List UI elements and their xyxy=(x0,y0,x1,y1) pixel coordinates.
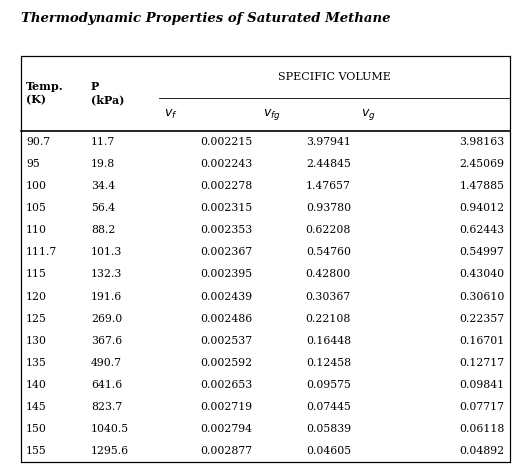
Text: 0.12458: 0.12458 xyxy=(306,358,351,368)
Text: 0.002315: 0.002315 xyxy=(200,203,252,213)
Text: 3.97941: 3.97941 xyxy=(306,137,351,147)
Text: Temp.
(K): Temp. (K) xyxy=(26,82,63,105)
Text: 0.002367: 0.002367 xyxy=(200,248,252,257)
Text: 0.62443: 0.62443 xyxy=(459,225,504,235)
Text: 0.04605: 0.04605 xyxy=(306,446,351,456)
Text: 145: 145 xyxy=(26,402,47,412)
Text: 56.4: 56.4 xyxy=(91,203,115,213)
Text: 115: 115 xyxy=(26,269,47,279)
Text: 0.30610: 0.30610 xyxy=(459,291,504,302)
Text: 88.2: 88.2 xyxy=(91,225,115,235)
Text: 120: 120 xyxy=(26,291,47,302)
Text: 490.7: 490.7 xyxy=(91,358,122,368)
Text: 135: 135 xyxy=(26,358,47,368)
Text: 0.002215: 0.002215 xyxy=(200,137,252,147)
Text: 155: 155 xyxy=(26,446,47,456)
Text: 0.002719: 0.002719 xyxy=(200,402,252,412)
Text: 110: 110 xyxy=(26,225,47,235)
Text: 191.6: 191.6 xyxy=(91,291,122,302)
Text: 0.05839: 0.05839 xyxy=(306,424,351,434)
Text: 125: 125 xyxy=(26,314,47,324)
Text: 1295.6: 1295.6 xyxy=(91,446,129,456)
Bar xyxy=(21,56,510,462)
Text: 111.7: 111.7 xyxy=(26,248,57,257)
Text: $\mathbf{\mathit{v}}_f$: $\mathbf{\mathit{v}}_f$ xyxy=(164,108,177,121)
Text: $\mathbf{\mathit{v}}_{fg}$: $\mathbf{\mathit{v}}_{fg}$ xyxy=(263,107,280,122)
Text: 0.42800: 0.42800 xyxy=(306,269,351,279)
Text: 101.3: 101.3 xyxy=(91,248,122,257)
Text: 95: 95 xyxy=(26,159,40,169)
Text: 19.8: 19.8 xyxy=(91,159,115,169)
Text: SPECIFIC VOLUME: SPECIFIC VOLUME xyxy=(278,72,391,82)
Text: 90.7: 90.7 xyxy=(26,137,50,147)
Text: 0.002877: 0.002877 xyxy=(200,446,252,456)
Text: 132.3: 132.3 xyxy=(91,269,122,279)
Text: 367.6: 367.6 xyxy=(91,336,122,346)
Text: 130: 130 xyxy=(26,336,47,346)
Text: 0.002537: 0.002537 xyxy=(200,336,252,346)
Text: 0.002794: 0.002794 xyxy=(200,424,252,434)
Text: 641.6: 641.6 xyxy=(91,380,122,390)
Text: 0.12717: 0.12717 xyxy=(459,358,504,368)
Text: 0.002592: 0.002592 xyxy=(200,358,252,368)
Text: 1.47657: 1.47657 xyxy=(306,181,351,191)
Text: 2.45069: 2.45069 xyxy=(459,159,504,169)
Text: 0.16701: 0.16701 xyxy=(459,336,504,346)
Text: 0.22357: 0.22357 xyxy=(459,314,504,324)
Text: 0.002486: 0.002486 xyxy=(200,314,252,324)
Text: 11.7: 11.7 xyxy=(91,137,115,147)
Text: 140: 140 xyxy=(26,380,47,390)
Text: 0.43040: 0.43040 xyxy=(459,269,504,279)
Text: 0.06118: 0.06118 xyxy=(459,424,504,434)
Text: 0.09575: 0.09575 xyxy=(306,380,351,390)
Text: 1040.5: 1040.5 xyxy=(91,424,129,434)
Text: 0.16448: 0.16448 xyxy=(306,336,351,346)
Text: 0.002439: 0.002439 xyxy=(200,291,252,302)
Text: $\mathbf{\mathit{v}}_g$: $\mathbf{\mathit{v}}_g$ xyxy=(361,107,376,122)
Text: 105: 105 xyxy=(26,203,47,213)
Text: Thermodynamic Properties of Saturated Methane: Thermodynamic Properties of Saturated Me… xyxy=(21,12,391,25)
Text: 0.002653: 0.002653 xyxy=(200,380,252,390)
Text: P
(kPa): P (kPa) xyxy=(91,82,124,105)
Text: 0.002353: 0.002353 xyxy=(200,225,252,235)
Text: 0.54997: 0.54997 xyxy=(460,248,504,257)
Text: 0.07445: 0.07445 xyxy=(306,402,351,412)
Text: 269.0: 269.0 xyxy=(91,314,122,324)
Text: 0.002278: 0.002278 xyxy=(200,181,252,191)
Text: 0.002243: 0.002243 xyxy=(200,159,252,169)
Text: 1.47885: 1.47885 xyxy=(459,181,504,191)
Text: 823.7: 823.7 xyxy=(91,402,122,412)
Text: 150: 150 xyxy=(26,424,47,434)
Text: 0.04892: 0.04892 xyxy=(459,446,504,456)
Text: 0.54760: 0.54760 xyxy=(306,248,351,257)
Text: 0.002395: 0.002395 xyxy=(200,269,252,279)
Text: 100: 100 xyxy=(26,181,47,191)
Text: 34.4: 34.4 xyxy=(91,181,115,191)
Text: 3.98163: 3.98163 xyxy=(459,137,504,147)
Text: 0.94012: 0.94012 xyxy=(459,203,504,213)
Text: 0.93780: 0.93780 xyxy=(306,203,351,213)
Text: 0.07717: 0.07717 xyxy=(459,402,504,412)
Text: 2.44845: 2.44845 xyxy=(306,159,351,169)
Text: 0.09841: 0.09841 xyxy=(459,380,504,390)
Text: 0.62208: 0.62208 xyxy=(306,225,351,235)
Text: 0.30367: 0.30367 xyxy=(306,291,351,302)
Text: 0.22108: 0.22108 xyxy=(306,314,351,324)
